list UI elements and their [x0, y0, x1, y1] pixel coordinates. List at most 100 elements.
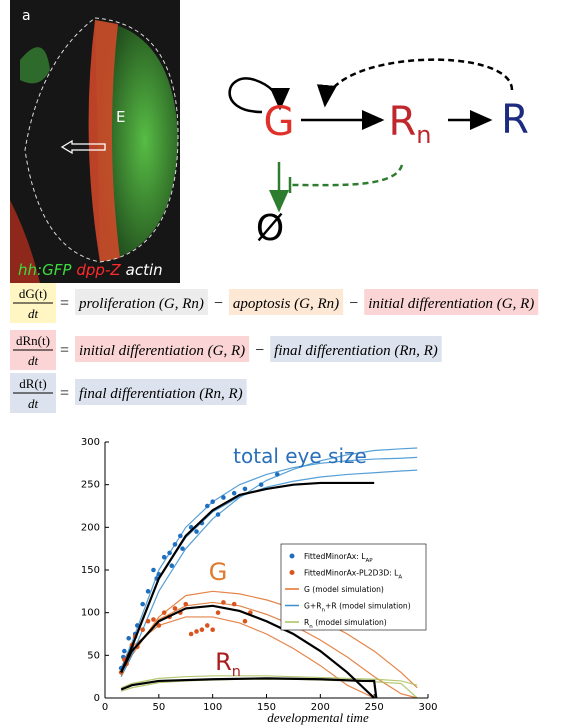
x-tick-label: 0	[102, 702, 108, 713]
numerator: dR(t)	[19, 376, 46, 391]
data-point	[162, 555, 167, 560]
y-tick-label: 150	[81, 565, 100, 576]
data-point	[122, 649, 127, 654]
annotation-text: R	[215, 648, 232, 676]
node-text: R	[501, 97, 529, 143]
stain: actin	[126, 261, 163, 279]
x-tick-label: 300	[418, 702, 437, 713]
region-label: E	[116, 108, 125, 126]
data-point	[151, 568, 156, 573]
annotation: G	[209, 558, 228, 586]
data-point	[140, 627, 145, 632]
data-point	[140, 602, 145, 607]
figure: a E hh:GFPdpp-Z actin dG(t) dt = proliferati…	[0, 0, 579, 728]
annotation: total eye size	[233, 444, 367, 468]
data-point	[167, 551, 172, 556]
legend-text: (model simulation)	[313, 618, 387, 627]
legend-text: G (model simulation)	[304, 585, 384, 594]
data-point	[210, 499, 215, 504]
mean-fit	[121, 678, 376, 698]
simulation-line	[121, 679, 417, 698]
term: proliferation (G, Rn)	[78, 296, 204, 312]
denominator: dt	[28, 353, 39, 368]
data-point	[126, 636, 131, 641]
data-point	[221, 600, 226, 605]
legend-marker	[290, 554, 295, 559]
x-axis-label: developmental time	[267, 710, 369, 725]
node-text: R	[388, 99, 416, 145]
data-point	[205, 623, 210, 628]
y-tick-label: 50	[87, 650, 100, 661]
data-point	[243, 619, 248, 624]
data-point	[194, 629, 199, 634]
numerator: dRn(t)	[16, 333, 50, 348]
data-point	[232, 491, 237, 496]
data-point	[146, 619, 151, 624]
term: initial differentiation (G, R)	[79, 343, 245, 359]
term: final differentiation (Rn, R)	[79, 386, 243, 402]
y-tick-label: 200	[81, 522, 100, 533]
data-point	[189, 632, 194, 637]
term: final differentiation (Rn, R)	[274, 343, 438, 359]
legend-text: FittedMinorAx-PL2D3D: L	[304, 569, 399, 578]
term: apoptosis (G, Rn)	[233, 296, 339, 312]
operator: =	[60, 295, 69, 312]
page: a E hh:GFPdpp-Z actin dG(t) dt = proliferati…	[0, 0, 579, 728]
numerator: dG(t)	[19, 286, 47, 301]
data-point	[216, 610, 221, 615]
x-tick-label: 50	[152, 702, 165, 713]
data-point	[221, 495, 226, 500]
data-point	[200, 627, 205, 632]
annotation-text: G	[209, 558, 228, 586]
stain: hh:GFP	[18, 261, 72, 279]
node-label: G	[264, 99, 295, 145]
data-point	[162, 610, 167, 615]
node-label: Ø	[256, 208, 284, 249]
micrograph	[10, 0, 180, 283]
data-point	[178, 534, 183, 539]
legend-marker	[290, 570, 295, 575]
panel-label: a	[22, 8, 31, 24]
data-point	[180, 546, 185, 551]
y-tick-label: 300	[81, 437, 100, 448]
data-point	[151, 617, 156, 622]
node-sub: n	[416, 121, 431, 149]
legend-sub: A	[398, 575, 402, 581]
data-point	[183, 602, 188, 607]
data-point	[173, 542, 178, 547]
node-text: G	[264, 99, 295, 145]
y-tick-label: 100	[81, 608, 100, 619]
term: initial differentiation (G, R)	[368, 296, 534, 312]
denominator: dt	[28, 306, 39, 321]
stain: dpp-Z	[76, 261, 121, 279]
node-label: R	[501, 97, 529, 143]
data-point	[146, 589, 151, 594]
y-tick-label: 0	[94, 693, 100, 704]
operator: −	[214, 295, 223, 312]
equations: dG(t) dt = proliferation (G, Rn)−apoptosis …	[10, 283, 538, 413]
data-point	[173, 606, 178, 611]
operator: =	[60, 385, 69, 402]
annotation-sub: n	[232, 664, 241, 680]
legend-label: G (model simulation)	[304, 585, 384, 594]
data-point	[259, 482, 264, 487]
node-label: Rn	[388, 99, 431, 149]
legend-text: +R (model simulation)	[325, 602, 411, 611]
legend-sub: AP	[366, 558, 374, 564]
legend-text: G+R	[304, 602, 322, 611]
data-point	[232, 602, 237, 607]
annotation-text: total eye size	[233, 444, 367, 468]
data-point	[194, 529, 199, 534]
y-tick-label: 250	[81, 480, 100, 491]
data-point	[216, 512, 221, 517]
operator: =	[60, 342, 69, 359]
legend-text: FittedMinorAx: L	[304, 552, 366, 561]
annotation: Rn	[215, 648, 241, 680]
data-point	[243, 487, 248, 492]
data-point	[275, 472, 280, 477]
data-point	[169, 563, 174, 568]
data-point	[205, 504, 210, 509]
denominator: dt	[28, 396, 39, 411]
data-point	[210, 627, 215, 632]
